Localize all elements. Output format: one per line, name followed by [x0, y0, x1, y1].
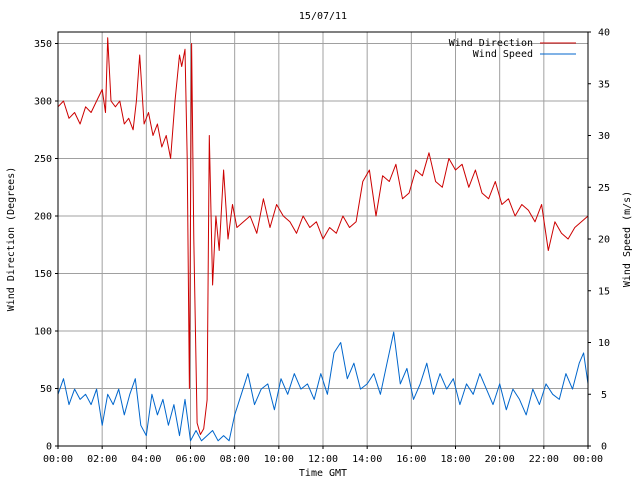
y-axis-label-left: Wind Direction (Degrees) — [6, 167, 17, 312]
y-tick-label-right: 20 — [598, 235, 610, 246]
x-tick-label: 00:00 — [573, 454, 603, 465]
x-tick-label: 12:00 — [308, 454, 338, 465]
y-tick-label-left: 0 — [46, 442, 52, 453]
x-tick-label: 06:00 — [175, 454, 205, 465]
y-tick-label-left: 150 — [34, 269, 52, 280]
y-tick-label-right: 40 — [598, 28, 610, 39]
x-tick-label: 16:00 — [396, 454, 426, 465]
x-tick-label: 02:00 — [87, 454, 117, 465]
legend-label-wind-direction: Wind Direction — [449, 38, 533, 49]
grid-lines — [58, 32, 588, 446]
x-tick-label: 18:00 — [440, 454, 470, 465]
series-lines — [57, 37, 589, 442]
x-tick-label: 08:00 — [220, 454, 250, 465]
x-tick-label: 10:00 — [264, 454, 294, 465]
y-tick-label-right: 25 — [598, 183, 610, 194]
x-tick-label: 14:00 — [352, 454, 382, 465]
y-tick-label-right: 5 — [601, 390, 607, 401]
axis-ticks: 00:00 02:00 04:00 06:00 08:00 10:00 12:00 14:00… — [34, 28, 610, 466]
y-tick-label-left: 300 — [34, 97, 52, 108]
x-tick-label: 22:00 — [529, 454, 559, 465]
x-axis-label: Time GMT — [299, 468, 347, 479]
series-line-wind-speed — [57, 331, 589, 442]
y-axis-label-right: Wind Speed (m/s) — [622, 191, 633, 287]
y-tick-label-right: 0 — [601, 442, 607, 453]
x-tick-label: 20:00 — [485, 454, 515, 465]
y-tick-label-right: 30 — [598, 131, 610, 142]
y-tick-label-left: 350 — [34, 39, 52, 50]
y-tick-label-right: 15 — [598, 286, 610, 297]
y-tick-label-left: 50 — [40, 384, 52, 395]
y-tick-label-left: 250 — [34, 154, 52, 165]
y-tick-label-left: 100 — [34, 327, 52, 338]
x-tick-label: 04:00 — [131, 454, 161, 465]
y-tick-label-left: 200 — [34, 212, 52, 223]
y-tick-label-right: 10 — [598, 338, 610, 349]
x-tick-label: 00:00 — [43, 454, 73, 465]
chart-title: 15/07/11 — [299, 11, 347, 22]
legend-label-wind-speed: Wind Speed — [473, 49, 533, 60]
legend: Wind Direction Wind Speed — [449, 38, 576, 60]
y-tick-label-right: 35 — [598, 79, 610, 90]
series-line-wind-direction — [57, 37, 589, 435]
